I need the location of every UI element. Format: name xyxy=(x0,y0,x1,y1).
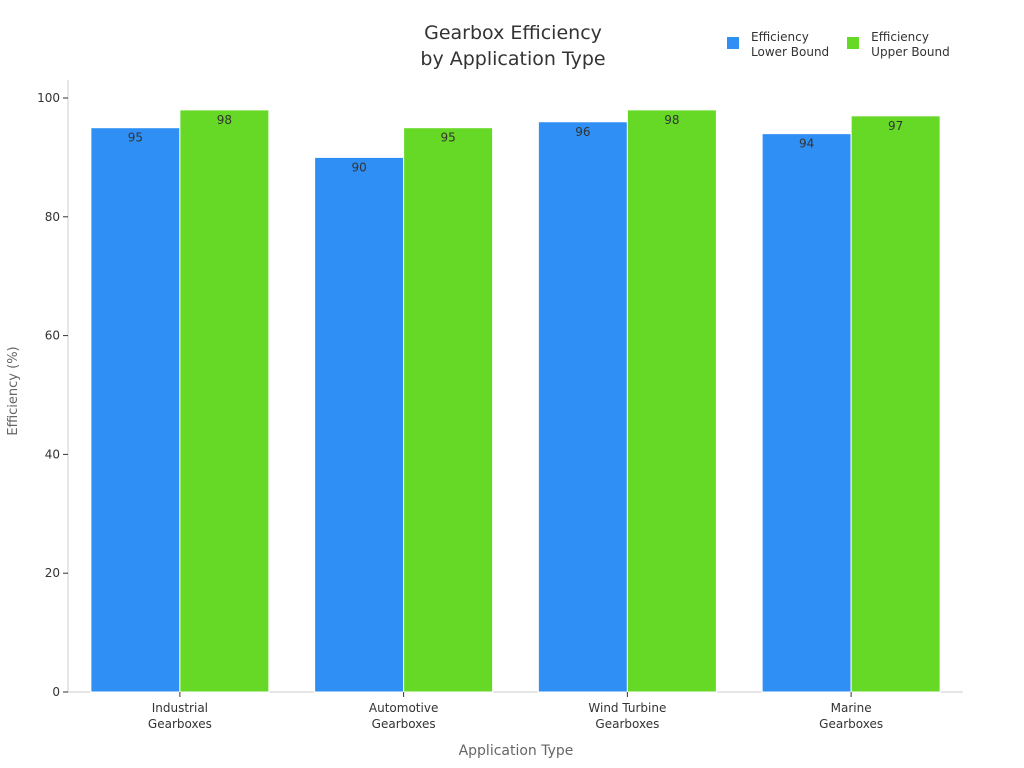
y-tick-label: 100 xyxy=(37,91,60,105)
legend-label-upper-bound: Efficiency Upper Bound xyxy=(871,30,950,60)
x-tick-label: Wind Turbine Gearboxes xyxy=(588,701,666,731)
bar-upper-1 xyxy=(403,127,494,693)
bar-upper-3 xyxy=(850,115,941,693)
legend-swatch-lower-bound xyxy=(727,37,739,49)
bar-lower-0 xyxy=(90,127,181,693)
bar-upper-2 xyxy=(626,109,717,693)
x-tick-label-line: Gearboxes xyxy=(148,717,212,731)
legend-label-lower-bound-line-1: Efficiency xyxy=(751,30,809,44)
y-axis-label: Efficiency (%) xyxy=(6,346,21,435)
chart-title-line-1: Gearbox Efficiency xyxy=(424,22,602,44)
bar-value-label: 98 xyxy=(664,113,679,127)
x-tick-label-line: Automotive xyxy=(369,701,438,715)
bar-lower-1 xyxy=(314,156,405,693)
x-tick-label: Industrial Gearboxes xyxy=(148,701,212,731)
y-tick-label: 80 xyxy=(45,210,60,224)
y-tick-label: 20 xyxy=(45,566,60,580)
legend-swatch-upper-bound xyxy=(847,37,860,49)
legend-label-lower-bound: Efficiency Lower Bound xyxy=(751,30,829,60)
legend-label-lower-bound-line-2: Lower Bound xyxy=(751,45,830,59)
x-tick-label-line: Gearboxes xyxy=(819,717,883,731)
chart-legend: Efficiency Lower Bound Efficiency Upper … xyxy=(727,30,950,60)
y-tick-label: 60 xyxy=(45,329,60,343)
x-tick-label-line: Gearboxes xyxy=(372,717,436,731)
bar-value-label: 95 xyxy=(128,131,143,145)
legend-label-upper-bound-line-1: Efficiency xyxy=(871,30,929,44)
legend-label-upper-bound-line-2: Upper Bound xyxy=(871,45,950,59)
y-tick-label: 40 xyxy=(45,447,60,461)
bar-value-label: 94 xyxy=(799,137,814,151)
bar-value-label: 98 xyxy=(217,113,232,127)
bar-lower-3 xyxy=(761,133,852,693)
x-tick-label-line: Wind Turbine xyxy=(588,701,666,715)
bar-value-label: 95 xyxy=(440,131,455,145)
chart-title: Gearbox Efficiency by Application Type xyxy=(313,20,713,72)
y-tick-label: 0 xyxy=(52,685,60,699)
bar-value-label: 97 xyxy=(888,119,903,133)
x-tick-label-line: Marine xyxy=(831,701,872,715)
bar-upper-0 xyxy=(179,109,270,693)
x-tick-label: Automotive Gearboxes xyxy=(369,701,438,731)
x-axis-label: Application Type xyxy=(459,743,574,759)
bar-lower-2 xyxy=(537,121,628,693)
legend-item-lower-bound[interactable]: Efficiency Lower Bound xyxy=(727,30,829,60)
bar-value-label: 90 xyxy=(351,160,366,174)
bar-value-label: 96 xyxy=(575,125,590,139)
chart-title-line-2: by Application Type xyxy=(420,48,606,70)
x-tick-label-line: Gearboxes xyxy=(595,717,659,731)
legend-item-upper-bound[interactable]: Efficiency Upper Bound xyxy=(847,30,950,60)
x-tick-label: Marine Gearboxes xyxy=(819,701,883,731)
x-tick-label-line: Industrial xyxy=(152,701,208,715)
